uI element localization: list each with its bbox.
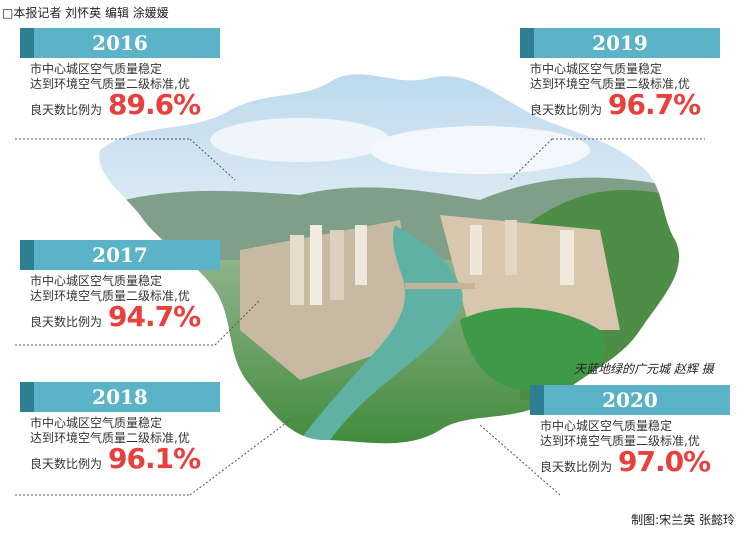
- desc-line: 市中心城区空气质量稳定: [30, 274, 163, 288]
- stat-box-2019: 2019 市中心城区空气质量稳定 达到环境空气质量二级标准,优 良天数比例为 96…: [520, 28, 720, 121]
- desc-line: 市中心城区空气质量稳定: [30, 416, 163, 430]
- desc-line: 达到环境空气质量二级标准,优: [30, 77, 190, 91]
- desc-line: 良天数比例为: [540, 460, 613, 474]
- photo-caption: 天蓝地绿的广元城 赵辉 摄: [574, 362, 714, 376]
- percent-value: 97.0%: [618, 445, 711, 478]
- year-label: 2019: [520, 28, 720, 58]
- desc-line: 良天数比例为: [530, 103, 603, 117]
- percent-value: 89.6%: [108, 88, 201, 121]
- year-label: 2016: [20, 28, 220, 58]
- desc-line: 达到环境空气质量二级标准,优: [30, 289, 190, 303]
- desc-line: 良天数比例为: [30, 315, 103, 329]
- desc-line: 达到环境空气质量二级标准,优: [540, 434, 700, 448]
- stat-box-2017: 2017 市中心城区空气质量稳定 达到环境空气质量二级标准,优 良天数比例为 94…: [20, 240, 220, 333]
- year-label: 2018: [20, 382, 220, 412]
- percent-value: 94.7%: [108, 300, 201, 333]
- desc-line: 市中心城区空气质量稳定: [30, 62, 163, 76]
- desc-line: 市中心城区空气质量稳定: [540, 419, 673, 433]
- year-label: 2017: [20, 240, 220, 270]
- stat-box-2018: 2018 市中心城区空气质量稳定 达到环境空气质量二级标准,优 良天数比例为 96…: [20, 382, 220, 475]
- desc-line: 良天数比例为: [30, 457, 103, 471]
- desc-line: 达到环境空气质量二级标准,优: [530, 77, 690, 91]
- percent-value: 96.7%: [608, 88, 701, 121]
- percent-value: 96.1%: [108, 442, 201, 475]
- year-label: 2020: [530, 385, 730, 415]
- desc-line: 良天数比例为: [30, 103, 103, 117]
- stat-box-2016: 2016 市中心城区空气质量稳定 达到环境空气质量二级标准,优 良天数比例为 89…: [20, 28, 220, 121]
- graphic-credit: 制图:宋兰英 张懿玲: [631, 513, 735, 527]
- stat-box-2020: 2020 市中心城区空气质量稳定 达到环境空气质量二级标准,优 良天数比例为 97…: [530, 385, 730, 478]
- desc-line: 达到环境空气质量二级标准,优: [30, 431, 190, 445]
- byline: □本报记者 刘怀英 编辑 涂媛媛: [2, 6, 169, 20]
- desc-line: 市中心城区空气质量稳定: [530, 62, 663, 76]
